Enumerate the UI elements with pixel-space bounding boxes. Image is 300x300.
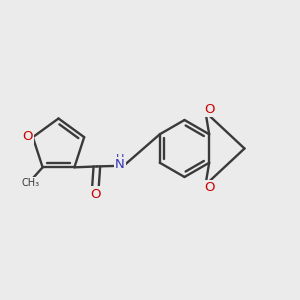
Text: O: O xyxy=(22,130,33,143)
Text: O: O xyxy=(204,182,214,194)
Text: N: N xyxy=(115,158,125,171)
Text: CH₃: CH₃ xyxy=(22,178,40,188)
Text: O: O xyxy=(204,103,214,116)
Text: O: O xyxy=(90,188,101,200)
Text: H: H xyxy=(116,154,124,164)
